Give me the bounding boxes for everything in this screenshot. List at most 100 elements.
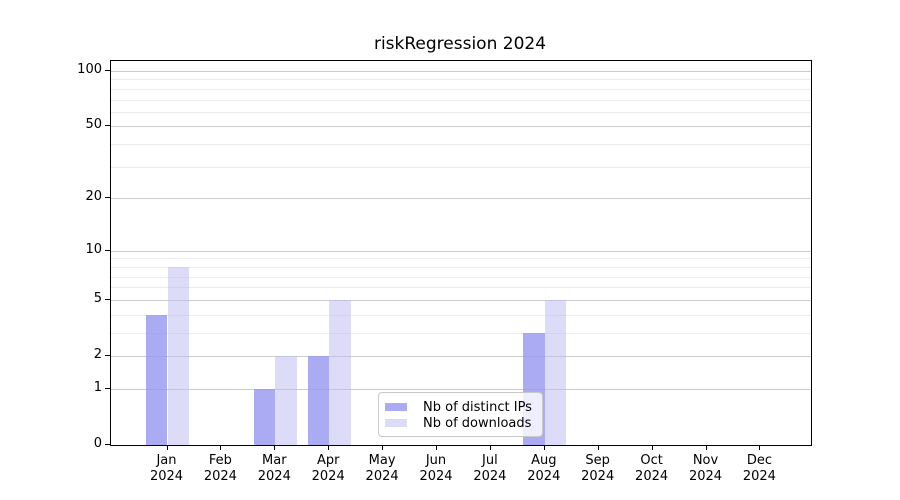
y-tick-mark bbox=[105, 125, 110, 127]
y-axis-tick-label: 2 bbox=[93, 347, 102, 362]
legend: Nb of distinct IPs Nb of downloads bbox=[378, 392, 543, 437]
x-tick-mark bbox=[220, 445, 222, 450]
y-tick-mark bbox=[105, 249, 110, 251]
y-axis-tick-label: 100 bbox=[77, 62, 102, 77]
x-tick-mark bbox=[651, 445, 653, 450]
y-axis-tick-label: 20 bbox=[85, 189, 102, 205]
x-tick-mark bbox=[759, 445, 761, 450]
x-axis-tick-label: Jun 2024 bbox=[406, 453, 466, 485]
minor-gridline bbox=[111, 88, 811, 90]
x-axis-tick-label: May 2024 bbox=[352, 453, 412, 485]
minor-gridline bbox=[111, 314, 811, 316]
bar-downloads-mar bbox=[275, 356, 297, 445]
y-axis-tick-label: 10 bbox=[85, 241, 102, 257]
minor-gridline bbox=[111, 258, 811, 260]
x-tick-mark bbox=[543, 445, 545, 450]
minor-gridline bbox=[111, 276, 811, 278]
month-label: Nov bbox=[692, 453, 719, 468]
y-tick-mark bbox=[105, 70, 110, 71]
minor-gridline bbox=[111, 99, 811, 101]
month-label: Aug bbox=[531, 453, 557, 468]
x-axis-tick-label: Nov 2024 bbox=[676, 453, 736, 485]
x-axis-tick-label: Jul 2024 bbox=[460, 453, 520, 485]
year-label: 2024 bbox=[473, 469, 507, 484]
major-gridline bbox=[111, 71, 811, 72]
year-label: 2024 bbox=[149, 469, 184, 484]
x-axis-tick-label: Apr 2024 bbox=[298, 453, 358, 485]
bar-distinct-ips-apr bbox=[307, 356, 330, 445]
legend-label: Nb of distinct IPs bbox=[423, 399, 532, 415]
major-gridline bbox=[111, 250, 811, 252]
month-label: Sep bbox=[585, 453, 610, 468]
x-axis-tick-label: Mar 2024 bbox=[244, 453, 304, 485]
y-tick-mark bbox=[105, 197, 110, 199]
minor-gridline bbox=[111, 144, 811, 146]
y-tick-mark bbox=[105, 355, 110, 356]
legend-label: Nb of downloads bbox=[423, 415, 532, 431]
year-label: 2024 bbox=[419, 469, 453, 484]
minor-gridline bbox=[111, 166, 811, 168]
year-label: 2024 bbox=[311, 469, 345, 484]
month-label: Jun bbox=[425, 453, 447, 468]
x-tick-mark bbox=[166, 445, 168, 450]
major-gridline bbox=[111, 388, 811, 390]
year-label: 2024 bbox=[257, 469, 291, 484]
bar-distinct-ips-jan bbox=[145, 314, 168, 445]
x-tick-mark bbox=[705, 445, 707, 450]
x-axis-tick-label: Aug 2024 bbox=[514, 453, 574, 485]
bar-distinct-ips-mar bbox=[253, 388, 276, 445]
year-label: 2024 bbox=[742, 469, 776, 484]
y-tick-mark bbox=[105, 444, 110, 445]
x-axis-tick-label: Sep 2024 bbox=[568, 453, 628, 485]
year-label: 2024 bbox=[635, 469, 669, 484]
major-gridline bbox=[111, 299, 811, 301]
month-label: May bbox=[368, 453, 396, 468]
y-tick-mark bbox=[105, 387, 110, 389]
x-tick-mark bbox=[436, 445, 437, 450]
x-axis-tick-label: Oct 2024 bbox=[622, 453, 682, 485]
month-label: Feb bbox=[208, 453, 232, 468]
x-axis-tick-label: Feb 2024 bbox=[190, 453, 250, 485]
x-tick-mark bbox=[489, 445, 491, 450]
month-label: Mar bbox=[262, 453, 287, 468]
year-label: 2024 bbox=[581, 469, 615, 484]
bar-downloads-aug bbox=[544, 299, 567, 445]
y-axis-tick-label: 5 bbox=[93, 290, 102, 306]
major-gridline bbox=[111, 198, 811, 200]
legend-item: Nb of distinct IPs bbox=[385, 399, 534, 415]
x-tick-mark bbox=[328, 445, 330, 450]
x-tick-mark bbox=[382, 445, 384, 450]
minor-gridline bbox=[111, 111, 811, 113]
y-axis-tick-label: 1 bbox=[93, 379, 102, 395]
bar-downloads-apr bbox=[329, 299, 351, 445]
plot-area bbox=[110, 60, 812, 446]
x-tick-mark bbox=[274, 445, 276, 450]
minor-gridline bbox=[111, 79, 811, 81]
major-gridline bbox=[111, 126, 811, 128]
x-axis-tick-label: Dec 2024 bbox=[729, 453, 789, 485]
minor-gridline bbox=[111, 332, 811, 334]
year-label: 2024 bbox=[203, 469, 237, 484]
minor-gridline bbox=[111, 287, 811, 289]
y-tick-mark bbox=[105, 298, 110, 300]
x-axis-tick-label: Jan 2024 bbox=[137, 453, 197, 485]
minor-gridline bbox=[111, 266, 811, 268]
y-axis-tick-label: 0 bbox=[93, 436, 102, 451]
month-label: Dec bbox=[746, 453, 772, 468]
year-label: 2024 bbox=[527, 469, 561, 484]
legend-item: Nb of downloads bbox=[385, 415, 534, 431]
major-gridline bbox=[111, 356, 811, 357]
y-axis-tick-label: 50 bbox=[85, 117, 102, 133]
legend-swatch bbox=[385, 419, 407, 427]
legend-swatch bbox=[385, 403, 407, 411]
month-label: Oct bbox=[640, 453, 663, 468]
year-label: 2024 bbox=[688, 469, 723, 484]
month-label: Jul bbox=[482, 453, 498, 468]
month-label: Jan bbox=[156, 453, 177, 468]
bar-downloads-jan bbox=[167, 266, 190, 445]
x-tick-mark bbox=[597, 445, 599, 450]
year-label: 2024 bbox=[365, 469, 399, 484]
chart-title: riskRegression 2024 bbox=[373, 34, 547, 54]
month-label: Apr bbox=[316, 453, 340, 468]
